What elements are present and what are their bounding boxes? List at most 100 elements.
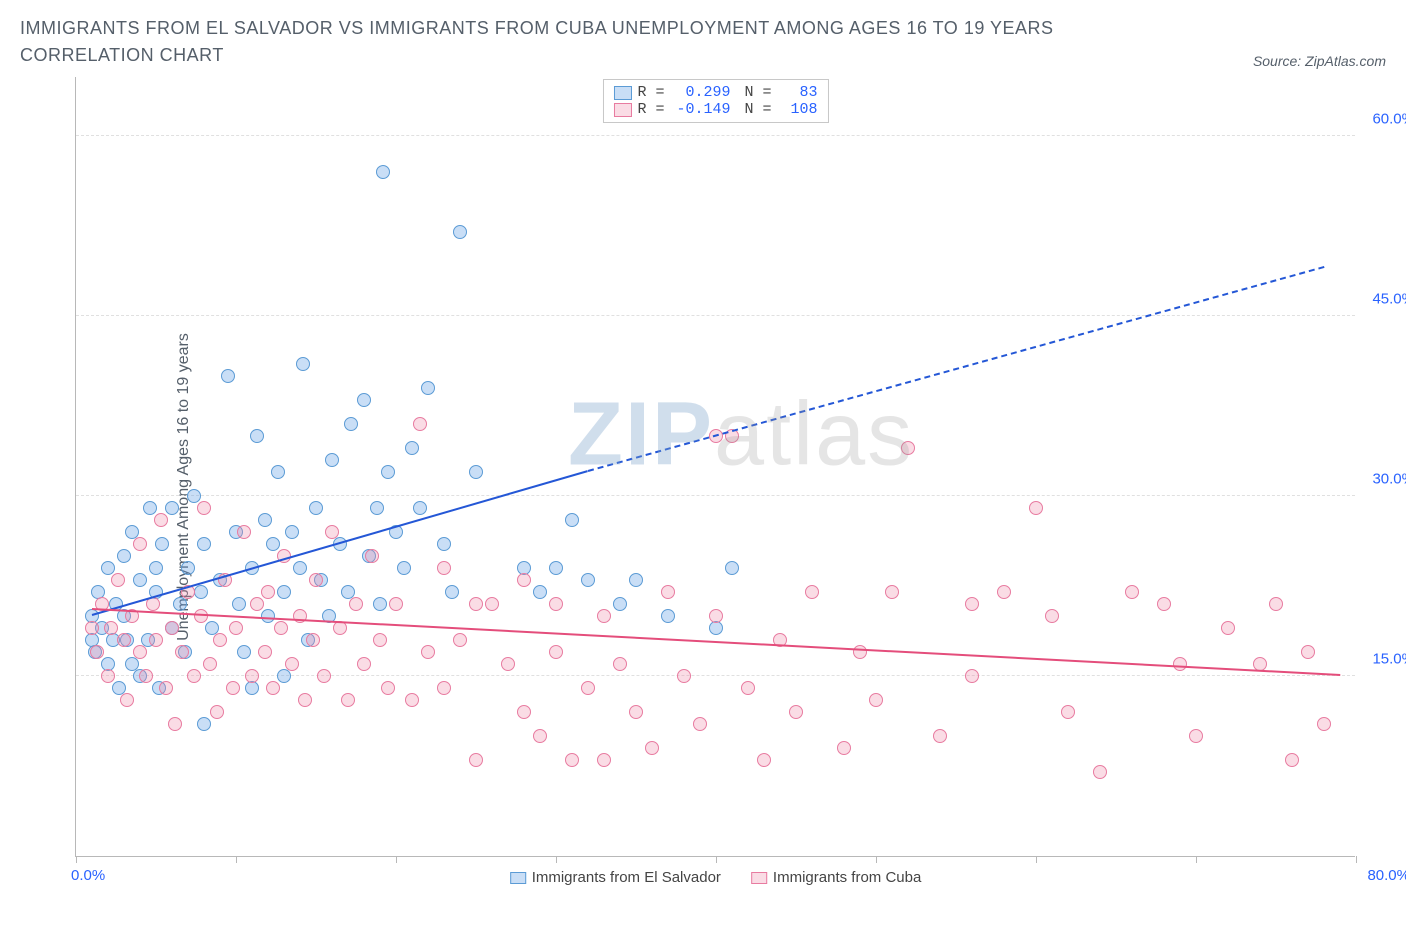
data-point — [677, 669, 691, 683]
data-point — [549, 597, 563, 611]
data-point — [365, 549, 379, 563]
data-point — [533, 585, 547, 599]
data-point — [133, 573, 147, 587]
y-tick-label: 15.0% — [1372, 651, 1406, 668]
data-point — [111, 573, 125, 587]
data-point — [159, 681, 173, 695]
x-min-label: 0.0% — [71, 867, 105, 884]
data-point — [789, 705, 803, 719]
data-point — [357, 657, 371, 671]
header: IMMIGRANTS FROM EL SALVADOR VS IMMIGRANT… — [20, 15, 1386, 69]
data-point — [271, 465, 285, 479]
x-tick — [236, 856, 237, 863]
data-point — [298, 693, 312, 707]
data-point — [285, 657, 299, 671]
data-point — [549, 561, 563, 575]
x-tick — [556, 856, 557, 863]
data-point — [837, 741, 851, 755]
data-point — [437, 561, 451, 575]
stats-row: R =0.299N =83 — [613, 84, 817, 101]
data-point — [245, 669, 259, 683]
data-point — [469, 753, 483, 767]
data-point — [1173, 657, 1187, 671]
data-point — [175, 645, 189, 659]
data-point — [965, 669, 979, 683]
data-point — [1269, 597, 1283, 611]
data-point — [232, 597, 246, 611]
legend-swatch — [613, 86, 631, 100]
data-point — [1157, 597, 1171, 611]
data-point — [453, 633, 467, 647]
data-point — [741, 681, 755, 695]
data-point — [250, 597, 264, 611]
data-point — [381, 465, 395, 479]
data-point — [725, 561, 739, 575]
data-point — [309, 501, 323, 515]
data-point — [277, 585, 291, 599]
source-attribution: Source: ZipAtlas.com — [1253, 53, 1386, 69]
data-point — [1061, 705, 1075, 719]
data-point — [250, 429, 264, 443]
data-point — [613, 597, 627, 611]
data-point — [104, 621, 118, 635]
data-point — [139, 669, 153, 683]
legend-swatch — [510, 872, 526, 884]
y-tick-label: 30.0% — [1372, 471, 1406, 488]
stats-r-value: -0.149 — [671, 101, 731, 118]
data-point — [120, 693, 134, 707]
chart-container: Unemployment Among Ages 16 to 19 years Z… — [20, 77, 1386, 897]
data-point — [237, 525, 251, 539]
data-point — [197, 717, 211, 731]
data-point — [1301, 645, 1315, 659]
legend-label: Immigrants from Cuba — [773, 869, 921, 886]
bottom-legend: Immigrants from El Salvador Immigrants fr… — [510, 869, 922, 886]
x-tick — [1356, 856, 1357, 863]
data-point — [261, 585, 275, 599]
data-point — [285, 525, 299, 539]
data-point — [437, 537, 451, 551]
x-tick — [876, 856, 877, 863]
data-point — [613, 657, 627, 671]
data-point — [405, 441, 419, 455]
data-point — [437, 681, 451, 695]
stats-n-value: 108 — [778, 101, 818, 118]
stats-r-label: R = — [637, 84, 664, 101]
data-point — [1189, 729, 1203, 743]
data-point — [565, 513, 579, 527]
data-point — [413, 501, 427, 515]
data-point — [258, 645, 272, 659]
data-point — [629, 573, 643, 587]
data-point — [277, 669, 291, 683]
data-point — [885, 585, 899, 599]
data-point — [229, 621, 243, 635]
data-point — [296, 357, 310, 371]
data-point — [933, 729, 947, 743]
legend-label: Immigrants from El Salvador — [532, 869, 721, 886]
stats-row: R =-0.149N =108 — [613, 101, 817, 118]
data-point — [376, 165, 390, 179]
data-point — [325, 453, 339, 467]
data-point — [133, 537, 147, 551]
data-point — [805, 585, 819, 599]
x-tick — [1196, 856, 1197, 863]
x-tick — [1036, 856, 1037, 863]
data-point — [453, 225, 467, 239]
data-point — [117, 549, 131, 563]
data-point — [1285, 753, 1299, 767]
data-point — [349, 597, 363, 611]
data-point — [154, 513, 168, 527]
data-point — [117, 633, 131, 647]
data-point — [869, 693, 883, 707]
data-point — [165, 501, 179, 515]
data-point — [853, 645, 867, 659]
data-point — [155, 537, 169, 551]
data-point — [85, 621, 99, 635]
data-point — [597, 753, 611, 767]
data-point — [173, 597, 187, 611]
data-point — [373, 633, 387, 647]
data-point — [757, 753, 771, 767]
data-point — [306, 633, 320, 647]
data-point — [101, 669, 115, 683]
y-tick-label: 45.0% — [1372, 291, 1406, 308]
stats-n-label: N = — [745, 84, 772, 101]
